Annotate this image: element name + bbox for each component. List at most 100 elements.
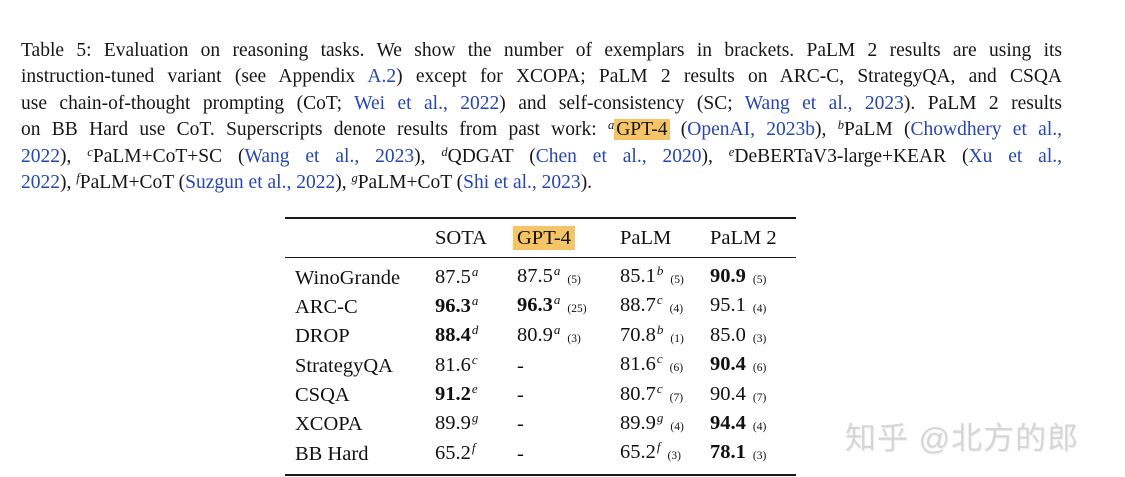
caption-text: QDGAT ( xyxy=(447,145,536,167)
score-cell: - xyxy=(517,380,620,409)
results-table-header-row: SOTA GPT-4 PaLM PaLM 2 xyxy=(285,218,796,258)
caption-line: use chain-of-thought prompting (CoT; Wei… xyxy=(21,91,1062,117)
citation-link[interactable]: Shi et al., 2023 xyxy=(463,171,581,193)
citation-link[interactable]: 2022 xyxy=(21,171,60,193)
score-cell: 80.9a (3) xyxy=(517,322,620,351)
score-cell: 88.7c (4) xyxy=(620,292,710,321)
caption-line: Table 5: Evaluation on reasoning tasks. … xyxy=(21,38,1062,64)
citation-link[interactable]: Chowdhery et al., xyxy=(910,119,1062,141)
citation-link[interactable]: Wang et al., 2023 xyxy=(744,92,904,114)
score-cell: 96.3a xyxy=(435,292,517,321)
task-label: DROP xyxy=(295,325,350,348)
citation-link[interactable]: Wang et al., 2023 xyxy=(244,145,415,167)
exemplar-count: (6) xyxy=(752,362,767,375)
exemplar-count: (4) xyxy=(752,303,767,316)
exemplar-count: (3) xyxy=(667,450,681,463)
score-value: 87.5 xyxy=(435,265,471,288)
gpt4-header-highlight: GPT-4 xyxy=(513,226,575,250)
table-row: StrategyQA 81.6c -81.6c(6) 90.4 (6) xyxy=(285,351,796,380)
source-superscript: a xyxy=(553,321,561,337)
task-label: WinoGrande xyxy=(295,266,401,289)
source-superscript: b xyxy=(656,263,664,278)
source-superscript: d xyxy=(471,322,479,338)
caption-text: PaLM+CoT+SC ( xyxy=(92,145,245,167)
score-value: 90.4 xyxy=(710,382,746,405)
score-value: 87.5 xyxy=(517,265,553,287)
score-value: 95.1 xyxy=(710,294,746,317)
task-label: StrategyQA xyxy=(295,354,393,377)
caption-text: PaLM+CoT ( xyxy=(357,171,464,193)
score-value: - xyxy=(517,354,524,377)
caption-text: ), xyxy=(60,145,88,167)
score-value: 89.9 xyxy=(620,411,656,434)
score-cell: 90.4 (7) xyxy=(710,380,796,409)
exemplar-count: (3) xyxy=(567,332,581,345)
score-cell: 91.2e xyxy=(435,380,517,409)
source-superscript: a xyxy=(471,292,479,308)
source-superscript: g xyxy=(656,409,664,425)
score-cell: 65.2f (3) xyxy=(620,439,710,475)
citation-link[interactable]: A.2 xyxy=(367,66,397,88)
score-value: 90.4 xyxy=(710,353,746,376)
exemplar-count: (5) xyxy=(567,274,581,286)
score-cell: 95.1 (4) xyxy=(710,292,796,321)
superscript-marker: c xyxy=(87,144,93,159)
task-label: CSQA xyxy=(295,384,350,406)
column-header-sota: SOTA xyxy=(435,218,517,258)
source-superscript: c xyxy=(656,351,663,367)
score-value: 89.9 xyxy=(435,412,471,435)
superscript-marker: a xyxy=(607,118,615,133)
score-cell: 88.4d xyxy=(435,322,517,351)
superscript-marker: e xyxy=(728,144,735,159)
score-value: - xyxy=(517,442,524,465)
citation-link[interactable]: Suzgun et al., 2022 xyxy=(185,171,336,193)
source-superscript: e xyxy=(471,381,478,396)
superscript-marker: g xyxy=(351,170,358,185)
caption-text: PaLM+CoT ( xyxy=(79,171,186,193)
score-value: 78.1 xyxy=(710,441,746,464)
score-cell: 70.8b (1) xyxy=(620,322,710,351)
exemplar-count: (5) xyxy=(752,274,767,286)
results-table-body: WinoGrande 87.5a 87.5a(5) 85.1b(5) 90.9 (5) AR… xyxy=(285,258,796,476)
score-value: 81.6 xyxy=(620,353,656,376)
score-cell: 87.5a (5) xyxy=(517,258,620,293)
exemplar-count: (1) xyxy=(670,332,684,345)
caption-text: ). xyxy=(580,171,593,193)
score-cell: - xyxy=(517,351,620,380)
exemplar-count: (3) xyxy=(752,332,767,345)
score-cell: 87.5a xyxy=(435,258,517,293)
score-cell: - xyxy=(517,439,620,475)
caption-text: ), xyxy=(701,145,729,167)
column-header-gpt-4: GPT-4 xyxy=(513,218,620,258)
citation-link[interactable]: OpenAI, 2023b xyxy=(687,119,816,141)
column-header-palm-2: PaLM 2 xyxy=(710,218,796,258)
score-value: - xyxy=(517,413,524,436)
score-cell: 78.1 (3) xyxy=(710,439,796,475)
citation-link[interactable]: Xu et al., xyxy=(968,145,1063,167)
caption-text: DeBERTaV3-large+KEAR ( xyxy=(734,145,969,167)
score-cell: 80.7c (7) xyxy=(620,380,710,409)
score-value: 65.2 xyxy=(435,441,471,464)
score-value: 94.4 xyxy=(710,411,746,434)
caption-text: ), xyxy=(414,145,442,167)
exemplar-count: (3) xyxy=(752,450,767,463)
score-value: - xyxy=(517,384,524,406)
score-value: 88.4 xyxy=(435,324,471,347)
score-value: 70.8 xyxy=(620,323,656,346)
citation-link[interactable]: 2022 xyxy=(21,145,60,167)
superscript-marker: f xyxy=(76,170,80,185)
exemplar-count: (4) xyxy=(752,420,767,433)
task-label: ARC-C xyxy=(295,295,358,318)
caption-text: on BB Hard use CoT. Superscripts denote … xyxy=(21,119,608,141)
citation-link[interactable]: Wei et al., 2022 xyxy=(354,92,500,114)
score-cell: - xyxy=(517,410,620,439)
score-value: 65.2 xyxy=(620,441,656,464)
score-cell: 89.9g (4) xyxy=(620,410,710,439)
score-value: 88.7 xyxy=(620,294,656,317)
citation-link[interactable]: Chen et al., 2020 xyxy=(535,145,702,167)
table-row: BB Hard 65.2f -65.2f(3) 78.1 (3) xyxy=(285,439,796,475)
task-label: BB Hard xyxy=(295,442,369,465)
source-superscript: a xyxy=(553,292,561,308)
score-value: 91.2 xyxy=(435,383,471,405)
